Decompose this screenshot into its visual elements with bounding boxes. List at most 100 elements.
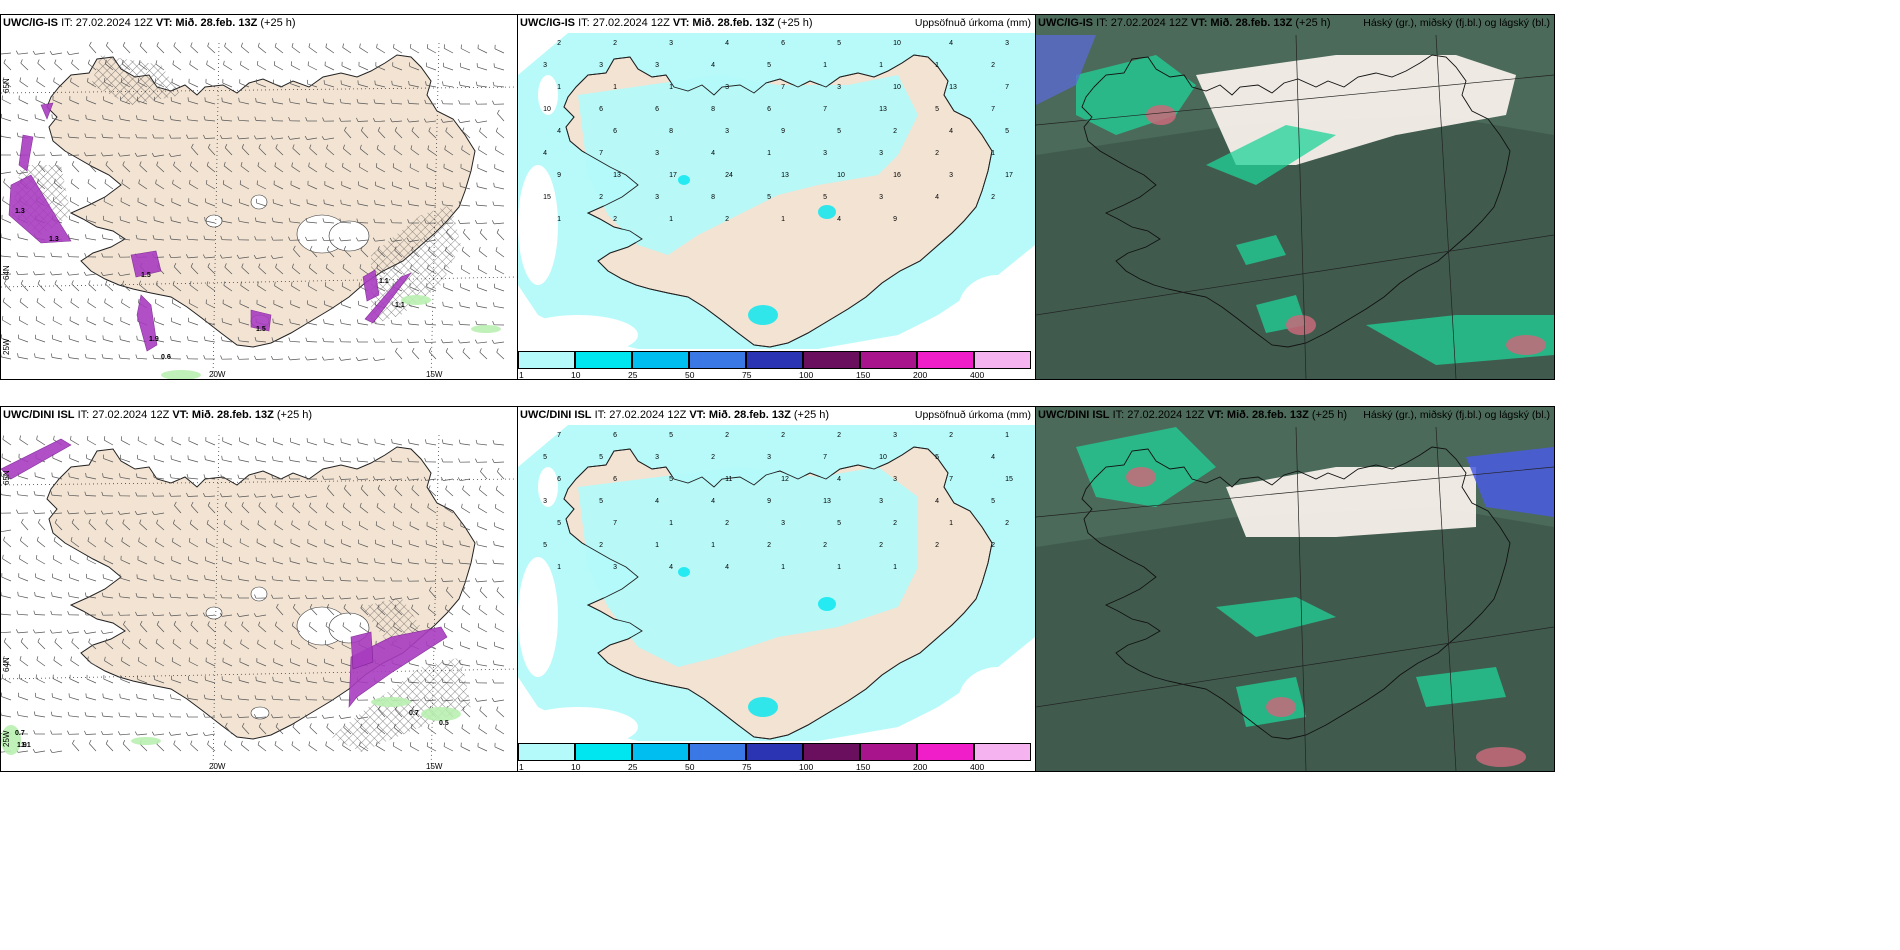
wind-barb-feather <box>54 160 58 165</box>
precip-value: 3 <box>837 84 841 91</box>
wind-barb-feather <box>33 491 36 496</box>
wind-barb-feather <box>17 591 19 596</box>
wind-barb <box>137 679 148 684</box>
wind-barb-feather <box>53 536 56 541</box>
wind-barb <box>154 238 165 241</box>
wind-barb <box>275 147 284 156</box>
wind-barb-feather <box>357 199 359 204</box>
wind-barb-feather <box>424 558 427 563</box>
wind-barb <box>19 301 29 309</box>
wind-barb-feather <box>173 161 176 166</box>
wind-barb-feather <box>66 629 70 634</box>
wind-barb-feather <box>135 492 138 497</box>
wind-barb <box>291 64 301 71</box>
wind-barb-feather <box>105 519 108 524</box>
precip-value: 5 <box>837 128 841 135</box>
wind-barb-feather <box>17 233 19 238</box>
wind-barb <box>239 614 250 617</box>
wind-barb-feather <box>203 593 206 598</box>
wind-barb-feather <box>356 338 359 343</box>
wind-barb-feather <box>172 519 175 524</box>
wind-barb <box>205 220 216 224</box>
wind-barb-feather <box>67 730 70 735</box>
wind-barb <box>68 154 80 157</box>
wind-barb <box>359 148 369 156</box>
wind-barb-feather <box>50 730 53 735</box>
wind-barb <box>173 165 182 173</box>
legend-swatch <box>518 351 575 369</box>
wind-barb-feather <box>492 440 495 445</box>
wind-barb <box>394 488 403 497</box>
wind-barb <box>223 523 233 531</box>
wind-barb-feather <box>36 298 39 303</box>
wind-barb <box>240 744 250 752</box>
wind-barb <box>69 237 80 241</box>
wind-barb <box>171 733 182 736</box>
wind-barb <box>375 543 386 548</box>
wind-barb <box>493 204 505 207</box>
wind-barb <box>71 641 80 650</box>
wind-barb-feather <box>289 318 291 323</box>
wind-barb <box>20 540 29 548</box>
wind-barb <box>103 357 114 360</box>
wind-barb-feather <box>292 502 295 507</box>
wind-barb <box>104 302 114 309</box>
wind-barb <box>391 102 403 105</box>
wind-barb <box>324 203 335 207</box>
wind-barb <box>1 52 12 55</box>
wind-barb-feather <box>202 612 206 617</box>
wind-barb <box>273 303 284 309</box>
precip-value: 17 <box>669 172 677 179</box>
wind-barb-feather <box>20 638 24 642</box>
wind-barb <box>292 726 301 735</box>
wind-barb-feather <box>156 161 159 166</box>
wind-barb-feather <box>223 520 226 525</box>
precip-value: 6 <box>599 106 603 113</box>
wind-barb-feather <box>258 621 261 626</box>
wind-barb <box>443 305 454 309</box>
precip-value: 5 <box>837 520 841 527</box>
wind-barb <box>1 529 12 533</box>
wind-barb <box>222 578 233 582</box>
wind-barb <box>52 273 63 276</box>
legend-tick: 75 <box>742 370 752 380</box>
wind-barb-feather <box>343 723 346 728</box>
wind-barb-feather <box>203 134 206 139</box>
wind-barb <box>51 256 63 258</box>
wind-barb <box>308 285 318 292</box>
precip-value: 11 <box>725 476 732 483</box>
wind-barb-feather <box>254 337 257 342</box>
wind-barb <box>205 459 216 463</box>
wind-barb-feather <box>254 474 257 479</box>
wind-barb-feather <box>496 229 500 233</box>
wind-barb-feather <box>206 281 209 286</box>
wind-barb <box>71 283 80 292</box>
wind-barb <box>85 495 97 497</box>
wind-barb-feather <box>275 502 278 507</box>
wind-barb <box>35 696 46 701</box>
wind-barb-feather <box>221 575 223 580</box>
wind-barb-feather <box>205 538 208 543</box>
wind-barb <box>239 542 250 548</box>
wind-barb <box>324 716 335 719</box>
dry-area <box>958 667 1035 737</box>
wind-barb <box>273 184 284 190</box>
wind-barb-feather <box>100 730 104 735</box>
wind-barb-feather <box>190 621 193 626</box>
precip-value: 3 <box>543 62 547 69</box>
precip-value: 9 <box>767 498 771 505</box>
wind-barb <box>170 256 182 259</box>
wind-barb <box>443 167 454 173</box>
wind-barb <box>104 660 114 667</box>
wind-barb-feather <box>70 435 72 440</box>
legend-tick: 25 <box>628 370 638 380</box>
wind-barb <box>274 64 284 71</box>
wind-barb <box>359 524 369 531</box>
wind-barb-feather <box>288 236 291 241</box>
wind-barb-feather <box>377 485 381 489</box>
wind-barb <box>188 560 199 565</box>
wind-barb-feather <box>288 456 291 461</box>
wind-barb <box>290 561 301 565</box>
wind-barb <box>342 745 352 752</box>
wind-barb <box>343 607 352 616</box>
